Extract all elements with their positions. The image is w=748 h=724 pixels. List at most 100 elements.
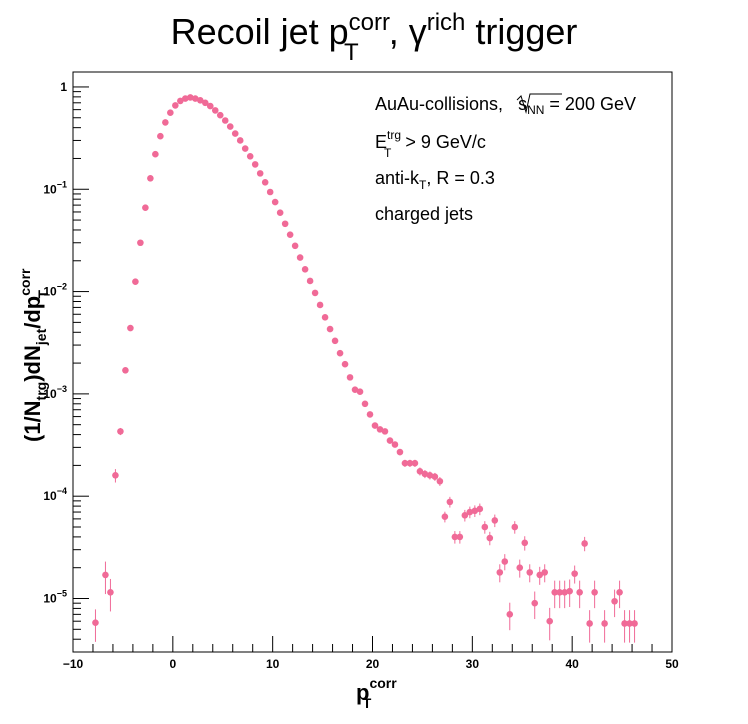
data-marker	[601, 620, 608, 627]
data-point	[256, 170, 264, 177]
y-tick-base: 10	[43, 489, 57, 503]
data-point	[451, 531, 459, 544]
data-marker	[117, 428, 124, 435]
data-marker	[211, 107, 219, 114]
data-point	[586, 610, 593, 643]
y-tick-base: 10	[43, 285, 57, 299]
data-marker	[251, 161, 259, 168]
data-marker	[576, 588, 583, 596]
x-axis-label-sup: corr	[369, 675, 397, 691]
data-marker	[426, 472, 434, 479]
data-marker	[531, 599, 539, 607]
data-marker	[476, 505, 484, 513]
data-marker	[436, 477, 444, 485]
data-point	[107, 578, 114, 612]
data-point	[157, 132, 164, 140]
y-tick-exponent: −4	[57, 486, 67, 496]
data-marker	[406, 459, 414, 467]
data-point	[376, 426, 384, 433]
data-marker	[386, 437, 394, 444]
data-marker	[401, 459, 409, 467]
data-marker	[521, 539, 529, 547]
data-marker	[616, 588, 623, 596]
y-axis-label-sub3: T	[35, 290, 51, 299]
y-axis-label-sub2: jet	[33, 328, 49, 346]
data-point	[581, 536, 588, 552]
title-mid: , γ	[389, 11, 427, 52]
x-tick-label: 40	[565, 657, 579, 671]
data-point	[321, 314, 329, 321]
annotation-sqrt-sub: NN	[527, 103, 544, 117]
annotation-et-post: > 9 GeV/c	[400, 132, 486, 152]
y-axis-label-p2: )dN	[20, 345, 45, 382]
data-point	[187, 94, 194, 101]
data-point	[591, 580, 598, 609]
data-point	[271, 198, 279, 206]
data-point	[546, 607, 554, 641]
data-marker	[431, 473, 439, 481]
data-point	[137, 239, 144, 247]
data-marker	[271, 198, 279, 206]
y-tick-exponent: −3	[57, 384, 67, 394]
data-marker	[331, 337, 339, 345]
data-marker	[506, 611, 514, 618]
data-point	[621, 610, 628, 643]
plot-frame	[72, 71, 673, 653]
data-marker	[546, 617, 554, 625]
data-point	[132, 278, 139, 285]
y-axis-label-p3: /dp	[20, 296, 45, 329]
data-point	[341, 360, 349, 368]
data-point	[476, 503, 484, 516]
data-point	[471, 505, 479, 517]
title-sup2: rich	[427, 9, 466, 36]
y-tick-label: 10−3	[43, 384, 67, 401]
data-point	[196, 97, 204, 104]
data-marker	[471, 507, 479, 515]
data-point	[201, 99, 209, 107]
data-point	[566, 579, 573, 607]
data-point	[381, 428, 389, 435]
data-point	[466, 506, 474, 519]
data-marker	[446, 498, 454, 506]
y-axis-label: (1/Ntrg)dNjet/dpcorr T	[17, 268, 51, 442]
data-marker	[591, 588, 598, 596]
data-point	[211, 107, 219, 114]
data-point	[391, 441, 399, 448]
data-point	[511, 521, 519, 534]
data-point	[351, 386, 359, 393]
data-point	[561, 580, 568, 609]
data-point	[496, 564, 504, 583]
data-marker	[421, 470, 429, 478]
y-tick-base: 1	[60, 80, 67, 94]
annotation-antikt: anti-kT, R = 0.3	[375, 168, 495, 192]
data-marker	[316, 301, 324, 309]
data-marker	[92, 619, 99, 627]
y-tick-exponent: −5	[57, 589, 67, 599]
data-point	[506, 602, 514, 631]
y-axis-label-sup3: corr	[17, 268, 33, 296]
data-points	[92, 94, 638, 643]
data-point	[441, 511, 449, 523]
data-marker	[541, 569, 549, 576]
data-point	[416, 467, 424, 476]
data-marker	[306, 277, 314, 285]
y-tick-base: 10	[43, 182, 57, 196]
data-point	[182, 95, 189, 102]
data-point	[127, 324, 134, 332]
x-axis-label: pcorr T	[356, 675, 397, 711]
data-marker	[127, 324, 134, 332]
y-tick-label: 10−1	[43, 179, 67, 196]
annotation-et-sub: T	[384, 146, 392, 160]
annotation-et-sup: trg	[387, 128, 401, 142]
y-tick-label: 10−5	[43, 589, 67, 606]
data-marker	[246, 152, 254, 160]
data-marker	[456, 533, 464, 541]
data-marker	[491, 517, 499, 524]
data-point	[266, 188, 274, 196]
data-marker	[107, 588, 114, 596]
data-marker	[191, 95, 199, 102]
annotation-et-main: E	[375, 132, 387, 152]
data-marker	[441, 513, 449, 521]
data-point	[231, 130, 239, 137]
